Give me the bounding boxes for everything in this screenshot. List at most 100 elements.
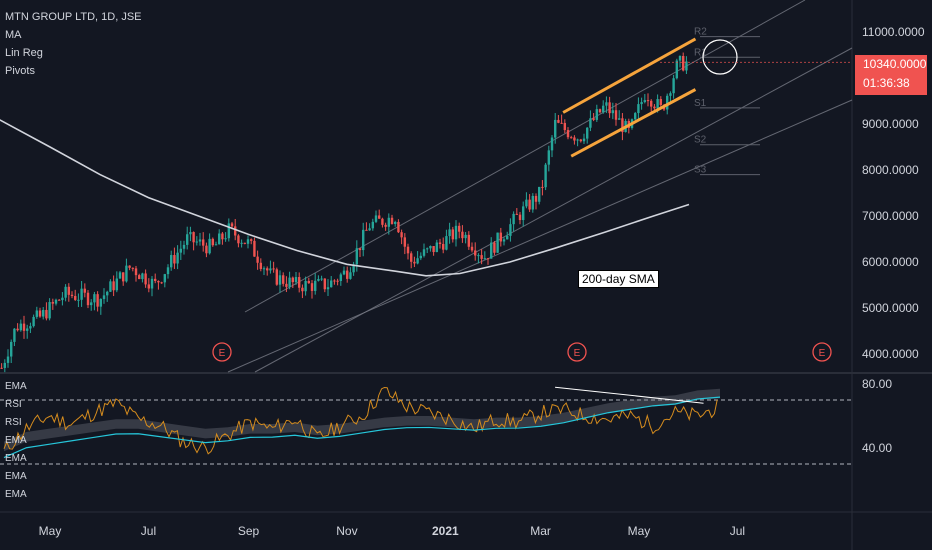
candle-body	[278, 275, 282, 285]
candle-body	[442, 244, 445, 250]
candle-body	[355, 248, 359, 265]
candle-body	[515, 213, 519, 215]
candle-body	[506, 235, 509, 240]
candle-body	[246, 239, 250, 244]
candle-body	[429, 246, 432, 249]
candle-body	[42, 309, 45, 317]
candle-body	[403, 237, 407, 247]
sub-pane-label[interactable]: EMA	[5, 453, 27, 464]
time-axis-tick: May	[39, 524, 62, 538]
candle-body	[330, 280, 333, 288]
candle-body	[650, 100, 653, 107]
candle-body	[470, 246, 474, 251]
earnings-marker-label: E	[219, 348, 226, 359]
candle-body	[586, 127, 589, 139]
candle-body	[96, 294, 99, 307]
candle-body	[483, 258, 487, 260]
candle-body	[109, 281, 112, 292]
candle-body	[554, 119, 557, 138]
candle-body	[48, 302, 51, 319]
candle-body	[458, 225, 461, 232]
candle-body	[282, 275, 285, 284]
candle-body	[643, 100, 647, 103]
candle-body	[390, 217, 394, 224]
candle-body	[227, 223, 231, 239]
candle-body	[16, 328, 19, 331]
candle-body	[547, 150, 551, 165]
candle-body	[307, 280, 311, 284]
candle-body	[451, 229, 455, 240]
candle-body	[432, 246, 435, 253]
candle-body	[195, 241, 199, 243]
candle-body	[333, 280, 336, 282]
candle-body	[339, 274, 343, 281]
candle-body	[64, 286, 67, 298]
symbol-title[interactable]: MTN GROUP LTD, 1D, JSE	[5, 11, 142, 23]
candle-body	[77, 299, 80, 301]
sub-pane-label[interactable]: EMA	[5, 381, 27, 392]
sub-pane-label[interactable]: RSI	[5, 417, 22, 428]
candle-body	[445, 236, 448, 250]
candle-body	[230, 223, 234, 227]
candle-body	[422, 249, 426, 256]
candle-body	[131, 267, 135, 269]
candle-body	[157, 280, 160, 283]
candle-body	[67, 286, 71, 295]
candle-body	[208, 238, 211, 254]
price-axis-tick: 6000.0000	[862, 255, 919, 269]
candle-body	[141, 273, 144, 280]
candle-body	[112, 281, 115, 291]
sub-pane-label[interactable]: EMA	[5, 471, 27, 482]
candle-body	[176, 252, 179, 264]
candle-body	[22, 323, 26, 331]
candle-body	[544, 164, 547, 188]
candle-body	[461, 231, 464, 239]
time-axis-tick: 2021	[432, 524, 459, 538]
candle-body	[186, 234, 189, 245]
candle-body	[336, 280, 339, 282]
candle-body	[448, 229, 451, 237]
candle-body	[163, 274, 167, 283]
candle-body	[0, 367, 3, 369]
candle-body	[349, 272, 352, 279]
candle-body	[531, 195, 535, 210]
candle-body	[368, 228, 371, 231]
earnings-marker-icon	[812, 342, 832, 362]
rsi-axis-tick: 80.00	[862, 377, 892, 391]
candle-body	[464, 234, 467, 239]
indicator-linreg-label[interactable]: Lin Reg	[5, 47, 43, 59]
candle-body	[678, 56, 682, 61]
candle-body	[499, 232, 503, 242]
candle-body	[182, 244, 186, 249]
candle-body	[528, 199, 531, 210]
candle-body	[173, 255, 176, 264]
indicator-ma-label[interactable]: MA	[5, 29, 22, 41]
sub-pane-label[interactable]: EMA	[5, 489, 27, 500]
candle-body	[134, 268, 138, 276]
candle-body	[166, 267, 170, 275]
candle-body	[240, 242, 243, 244]
candle-body	[563, 122, 567, 131]
candle-body	[682, 56, 685, 71]
candle-body	[490, 242, 493, 259]
candle-body	[192, 232, 195, 243]
sma-annotation[interactable]: 200-day SMA	[578, 270, 659, 288]
candle-body	[150, 278, 154, 289]
highlight-circle	[702, 39, 738, 75]
candle-body	[419, 255, 423, 259]
candle-body	[400, 232, 403, 238]
candle-body	[541, 186, 544, 188]
price-axis-tick: 5000.0000	[862, 301, 919, 315]
candle-body	[250, 239, 253, 241]
candle-body	[234, 226, 237, 236]
candle-body	[326, 287, 330, 290]
candle-body	[6, 356, 10, 363]
candle-body	[35, 310, 39, 317]
pivot-label: S3	[694, 165, 707, 176]
earnings-marker-icon	[567, 342, 587, 362]
indicator-pivots-label[interactable]: Pivots	[5, 65, 35, 77]
candle-body	[592, 118, 595, 120]
sub-pane-label[interactable]: EMA	[5, 435, 27, 446]
sub-pane-label[interactable]: RSI	[5, 399, 22, 410]
